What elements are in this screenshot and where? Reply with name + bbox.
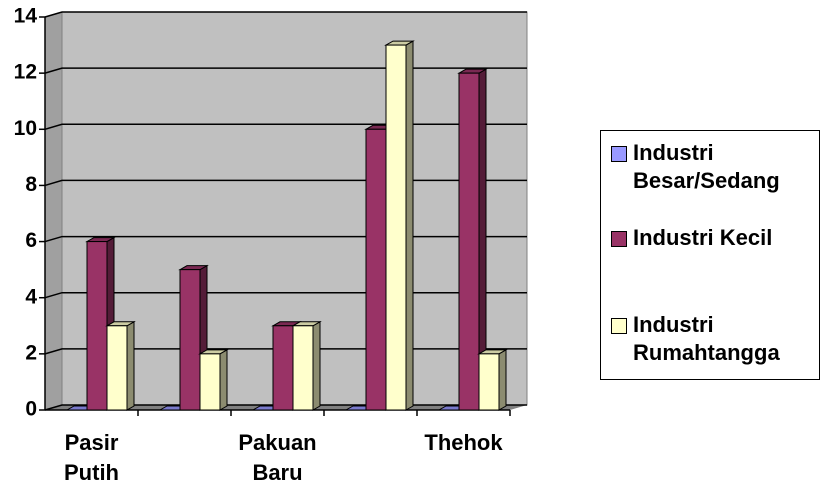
bar-side — [498, 348, 507, 411]
grid-line — [44, 123, 527, 131]
legend-item: Industri Besar/Sedang — [611, 139, 816, 195]
bar-side — [219, 348, 228, 411]
legend-label: Industri Rumahtangga — [633, 312, 780, 365]
legend: Industri Besar/Sedang Industri Kecil Indus… — [600, 130, 820, 380]
bar-side — [312, 320, 321, 411]
legend-label: Industri Kecil — [633, 225, 773, 250]
bar — [365, 128, 387, 411]
bar-side — [126, 320, 135, 411]
legend-item: Industri Kecil — [611, 224, 816, 252]
grid-line — [44, 11, 527, 18]
x-tick-label: Pakuan Baru — [238, 430, 317, 485]
legend-swatch — [611, 318, 627, 334]
x-tick-label: Pasir Putih — [64, 430, 119, 485]
y-tick-label: 14 — [14, 5, 38, 28]
bar — [292, 325, 314, 411]
legend-label: Industri Besar/Sedang — [633, 140, 780, 193]
y-tick-label: 0 — [25, 398, 37, 421]
bar — [199, 353, 221, 411]
bar — [385, 44, 407, 411]
legend-item: Industri Rumahtangga — [611, 311, 816, 367]
y-tick-label: 12 — [14, 61, 37, 84]
grid-line — [44, 67, 527, 74]
y-tick-label: 2 — [25, 341, 37, 364]
y-tick-label: 4 — [25, 285, 37, 308]
legend-swatch — [611, 146, 627, 162]
x-tick-label: Thehok — [424, 430, 503, 455]
bar — [179, 269, 201, 411]
bar — [458, 72, 480, 411]
bar — [272, 325, 294, 411]
bar — [478, 353, 500, 411]
bar — [86, 241, 108, 411]
y-tick-label: 6 — [25, 229, 37, 252]
y-tick-label: 10 — [14, 117, 37, 140]
legend-swatch — [611, 231, 627, 247]
y-tick-label: 8 — [25, 173, 37, 196]
bar-side — [405, 40, 414, 411]
bar — [106, 325, 128, 411]
